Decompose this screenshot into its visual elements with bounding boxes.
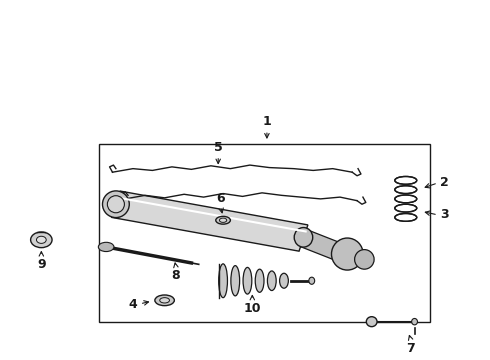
Circle shape (36, 236, 46, 243)
Text: 2: 2 (440, 176, 449, 189)
Ellipse shape (216, 216, 230, 224)
Ellipse shape (412, 319, 417, 325)
Text: 1: 1 (263, 115, 271, 128)
Text: 10: 10 (244, 302, 261, 315)
Ellipse shape (294, 228, 313, 247)
Text: 7: 7 (406, 342, 415, 355)
Circle shape (30, 232, 52, 248)
Ellipse shape (102, 191, 129, 217)
Ellipse shape (155, 295, 174, 306)
Text: 8: 8 (172, 269, 180, 282)
Text: 9: 9 (37, 258, 46, 271)
Text: 3: 3 (440, 208, 448, 221)
Text: 5: 5 (214, 141, 222, 154)
Ellipse shape (268, 271, 276, 291)
Ellipse shape (98, 242, 114, 252)
Text: 6: 6 (216, 192, 225, 205)
Ellipse shape (231, 266, 240, 296)
Ellipse shape (309, 277, 315, 284)
Polygon shape (300, 229, 338, 259)
Bar (393, 176, 418, 222)
Polygon shape (111, 191, 308, 251)
Ellipse shape (219, 264, 227, 298)
Ellipse shape (367, 317, 377, 327)
Ellipse shape (355, 249, 374, 269)
Ellipse shape (160, 298, 170, 303)
Text: 4: 4 (128, 298, 137, 311)
Ellipse shape (220, 218, 227, 222)
Ellipse shape (280, 273, 288, 288)
Bar (99, 144, 430, 322)
Ellipse shape (331, 238, 363, 270)
Ellipse shape (107, 196, 124, 213)
Ellipse shape (255, 269, 264, 292)
Ellipse shape (243, 267, 252, 294)
